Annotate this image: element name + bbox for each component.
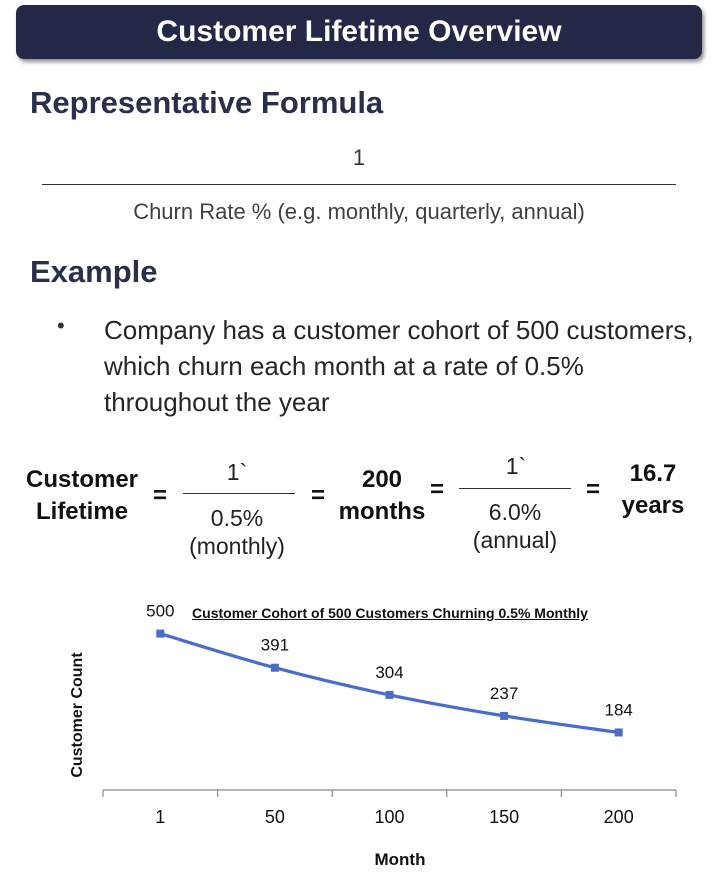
x-tick-label: 100: [374, 807, 404, 827]
x-tick-label: 50: [265, 807, 285, 827]
fraction2-den-line1: 6.0%: [488, 499, 542, 525]
x-axis-title: Month: [374, 850, 426, 869]
example-bullet-text: Company has a customer cohort of 500 cus…: [104, 315, 694, 417]
data-label: 500: [146, 602, 174, 621]
formula-denominator: Churn Rate % (e.g. monthly, quarterly, a…: [133, 199, 585, 224]
equals-sign-3: =: [429, 476, 444, 503]
fraction2-line: [459, 488, 571, 489]
title-banner: Customer Lifetime Overview: [16, 5, 702, 59]
fraction2-numerator: 1`: [505, 453, 527, 479]
years-value: 16.7: [629, 460, 677, 487]
lhs-line1: Customer: [25, 466, 139, 493]
data-point: [156, 629, 165, 638]
data-label: 184: [605, 700, 633, 719]
years-result: 16.7 years: [603, 458, 703, 522]
y-axis-title: Customer Count: [69, 652, 86, 778]
formula-fraction-line: [42, 184, 676, 185]
equals-sign-1: =: [152, 482, 167, 509]
x-tick-label: 1: [155, 807, 165, 827]
equals-sign-2: =: [310, 482, 325, 509]
customer-lifetime-label: Customer Lifetime: [12, 464, 152, 528]
series-line: [159, 632, 619, 735]
lhs-line2: Lifetime: [35, 498, 128, 525]
fraction1-den-line2: (monthly): [189, 533, 285, 559]
months-value: 200: [361, 466, 403, 493]
fraction1-line: [183, 493, 295, 494]
years-unit: years: [621, 492, 685, 519]
equals-sign-4: =: [585, 476, 600, 503]
months-unit: months: [338, 498, 426, 525]
fraction1-den-line1: 0.5%: [210, 505, 264, 531]
data-point: [270, 663, 279, 672]
page-title: Customer Lifetime Overview: [156, 15, 562, 48]
fraction2-denominator: 6.0% (annual): [445, 498, 585, 554]
formula-heading: Representative Formula: [30, 85, 384, 120]
months-result: 200 months: [326, 464, 438, 528]
fraction1-denominator: 0.5% (monthly): [167, 504, 307, 560]
x-tick-label: 150: [489, 807, 519, 827]
data-point: [614, 728, 623, 737]
data-label: 237: [490, 684, 518, 703]
chart-title: Customer Cohort of 500 Customers Churnin…: [192, 605, 588, 621]
x-tick-label: 200: [604, 807, 634, 827]
bullet-icon: •: [57, 313, 65, 338]
example-heading: Example: [30, 254, 158, 289]
fraction1-numerator: 1`: [226, 459, 248, 485]
formula-numerator: 1: [352, 145, 366, 170]
data-label: 391: [261, 636, 289, 655]
data-point: [500, 711, 509, 720]
data-point: [385, 690, 394, 699]
fraction2-den-line2: (annual): [472, 527, 558, 553]
data-label: 304: [375, 663, 403, 682]
